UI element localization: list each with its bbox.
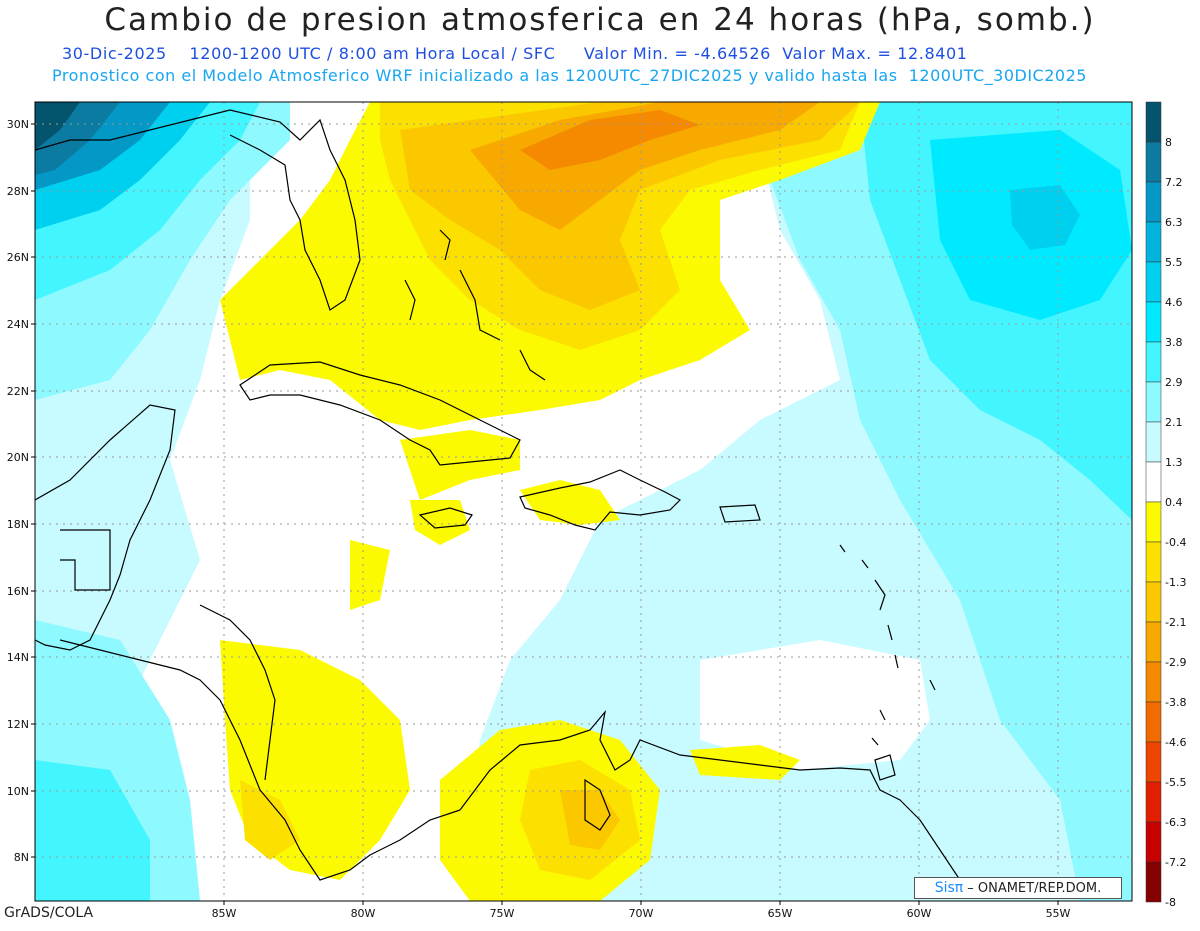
colorbar-swatch [1145,661,1162,703]
colorbar: 8 7.2 6.3 5.5 4.6 3.8 2.9 2.1 1.3 0.4 -0.4 -1.3 -2.1… [1145,101,1186,909]
lat-label: 16N [7,585,29,598]
colorbar-label: 8 [1165,136,1172,149]
lon-label: 55W [1046,907,1071,920]
lat-label: 22N [7,385,29,398]
colorbar-label: 1.3 [1165,456,1183,469]
longitude-labels: 85W 80W 75W 70W 65W 60W 55W [212,907,1071,920]
map-frame [34,101,1133,902]
colorbar-label: -6.3 [1165,816,1186,829]
lat-label: 20N [7,451,29,464]
lat-label: 28N [7,185,29,198]
contour-fields [35,102,1132,901]
colorbar-swatch [1145,341,1162,383]
lon-label: 70W [629,907,654,920]
colorbar-swatch [1145,861,1162,903]
lon-label: 60W [907,907,932,920]
lat-label: 18N [7,518,29,531]
lon-label: 75W [490,907,515,920]
map-gridlines [35,102,1132,901]
colorbar-label: -3.8 [1165,696,1186,709]
colorbar-label: -5.5 [1165,776,1186,789]
colorbar-label: 4.6 [1165,296,1183,309]
colorbar-label: -7.2 [1165,856,1186,869]
colorbar-label: 0.4 [1165,496,1183,509]
colorbar-swatch [1145,581,1162,623]
colorbar-swatch [1145,141,1162,183]
lat-label: 24N [7,318,29,331]
colorbar-label: -1.3 [1165,576,1186,589]
colorbar-label: 6.3 [1165,216,1183,229]
lat-label: 8N [14,851,29,864]
lat-label: 26N [7,251,29,264]
lon-label: 80W [351,907,376,920]
subtitle-date-range: 30-Dic-2025 1200-1200 UTC / 8:00 am Hora… [62,44,968,63]
coastlines [35,109,961,881]
latitude-labels: 30N 28N 26N 24N 22N 20N 18N 16N 14N 12N … [7,118,29,864]
onamet-badge: Sisπ – ONAMET/REP.DOM. [914,877,1122,899]
colorbar-swatch [1145,501,1162,543]
colorbar-label: -8 [1165,896,1176,909]
colorbar-swatch [1145,621,1162,663]
colorbar-label: 2.9 [1165,376,1183,389]
colorbar-swatch [1145,781,1162,823]
colorbar-swatch [1145,221,1162,263]
lon-label: 85W [212,907,237,920]
sis-logo-text: Sisπ [934,880,964,896]
colorbar-swatch [1145,461,1162,503]
colorbar-swatch [1145,701,1162,743]
lat-label: 30N [7,118,29,131]
lat-label: 10N [7,785,29,798]
colorbar-swatch [1145,741,1162,783]
colorbar-swatch [1145,101,1162,143]
colorbar-label: 5.5 [1165,256,1183,269]
subtitle-model-info: Pronostico con el Modelo Atmosferico WRF… [52,66,1087,85]
colorbar-swatch [1145,421,1162,463]
colorbar-swatch [1145,821,1162,863]
colorbar-label: -4.6 [1165,736,1186,749]
lon-label: 65W [768,907,793,920]
lat-label: 12N [7,718,29,731]
colorbar-label: 2.1 [1165,416,1183,429]
onamet-org-text: – ONAMET/REP.DOM. [967,880,1102,896]
colorbar-swatch [1145,301,1162,343]
colorbar-swatch [1145,381,1162,423]
colorbar-label: -2.1 [1165,616,1186,629]
grads-credit: GrADS/COLA [4,905,94,921]
map-title: Cambio de presion atmosferica en 24 hora… [104,2,1096,38]
colorbar-swatch [1145,181,1162,223]
colorbar-label: -2.9 [1165,656,1186,669]
colorbar-label: -0.4 [1165,536,1186,549]
lat-label: 14N [7,651,29,664]
colorbar-swatch [1145,261,1162,303]
colorbar-swatch [1145,541,1162,583]
colorbar-label: 3.8 [1165,336,1183,349]
colorbar-label: 7.2 [1165,176,1183,189]
axis-ticks [31,123,1059,905]
